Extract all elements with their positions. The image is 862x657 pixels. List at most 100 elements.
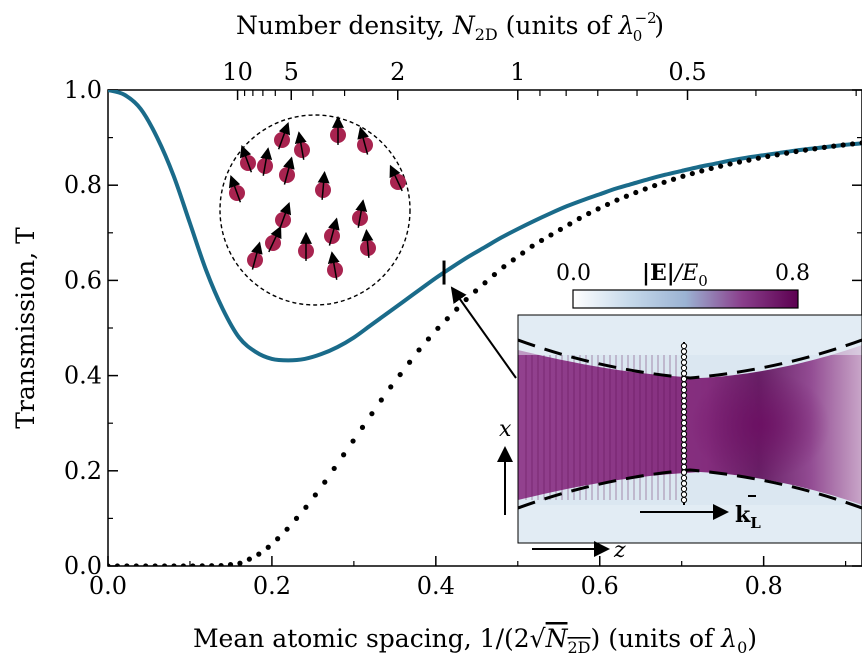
dotted-series-point xyxy=(501,264,507,270)
dotted-series-point xyxy=(821,144,827,150)
dotted-series-point xyxy=(576,215,582,222)
dotted-series-point xyxy=(378,397,384,403)
dotted-series-point xyxy=(331,465,337,472)
dotted-series-point xyxy=(595,206,601,212)
y-tick-label: 1.0 xyxy=(64,76,102,104)
dotted-series-point xyxy=(718,163,724,169)
atom-dipole xyxy=(294,131,310,160)
x-tick-label: 0.6 xyxy=(581,572,619,600)
dotted-series-point xyxy=(388,384,394,390)
column-atom xyxy=(680,364,688,372)
atom-sketch xyxy=(219,114,411,306)
dotted-series-point xyxy=(199,563,205,566)
dotted-series-point xyxy=(133,563,139,566)
x-tick-label: 0.2 xyxy=(253,572,291,600)
dotted-series-point xyxy=(425,336,432,342)
colorbar-min: 0.0 xyxy=(556,261,591,286)
dotted-series-point xyxy=(322,479,328,485)
column-atom xyxy=(680,353,688,361)
atom-dipole xyxy=(247,241,263,270)
dotted-series-point xyxy=(359,424,366,430)
k-subscript: L xyxy=(750,514,761,532)
dotted-series-point xyxy=(802,147,809,153)
inset-z-label: z xyxy=(613,538,626,563)
dotted-series-point xyxy=(557,226,564,233)
column-atom xyxy=(680,452,688,460)
dotted-series-point xyxy=(510,257,516,263)
beam-waist-bottom xyxy=(518,468,862,510)
atom-dipole xyxy=(257,147,273,176)
column-atom xyxy=(680,414,688,421)
atom-dipole xyxy=(265,225,282,253)
dotted-series-point xyxy=(840,142,846,148)
dotted-series-point xyxy=(661,179,667,185)
column-atom xyxy=(680,485,688,493)
colorbar-max: 0.8 xyxy=(775,261,810,286)
column-atom xyxy=(680,397,688,405)
colorbar-label: |E|/E0 xyxy=(642,260,708,290)
dotted-series-point xyxy=(746,157,752,163)
dotted-series-point xyxy=(256,551,262,557)
series-line-dotted xyxy=(108,140,862,566)
column-atom xyxy=(680,430,688,438)
dotted-series-point xyxy=(567,221,573,227)
dotted-series-point xyxy=(303,504,309,510)
k-label: k xyxy=(735,502,751,528)
dotted-series-point xyxy=(124,563,130,566)
dotted-series-point xyxy=(209,563,215,566)
column-atom xyxy=(680,480,688,487)
x-tick-label: 0.0 xyxy=(89,572,127,600)
atom-dipole xyxy=(360,228,376,258)
atom-dipole xyxy=(324,217,340,246)
dotted-series-point xyxy=(463,296,469,303)
y-axis-ticks: 0.0 0.2 0.4 0.6 0.8 1.0 xyxy=(64,76,862,580)
column-atom xyxy=(680,403,688,410)
dotted-series-point xyxy=(218,562,224,566)
dotted-series-point xyxy=(680,173,686,179)
dotted-series-point xyxy=(849,141,856,147)
dotted-series-point xyxy=(180,563,186,566)
column-atom xyxy=(680,441,688,449)
dotted-series-point xyxy=(416,347,422,353)
column-atom xyxy=(680,392,688,399)
top-tick-label: 1 xyxy=(510,58,525,86)
column-atom xyxy=(680,408,688,416)
dotted-series-point xyxy=(642,186,648,192)
dotted-series-point xyxy=(755,155,761,161)
beam-waist-top xyxy=(518,338,862,380)
dotted-series-point xyxy=(161,563,168,566)
top-tick-label: 2 xyxy=(390,58,405,86)
top-axis-ticks: 10 5 2 1 0.5 xyxy=(222,58,857,100)
top-tick-label: 0.5 xyxy=(668,58,706,86)
series-line-solid xyxy=(108,90,862,363)
y-axis-title: Transmission, T xyxy=(11,227,40,429)
dotted-series-point xyxy=(444,316,450,322)
dotted-series-point xyxy=(312,492,318,498)
dotted-series-point xyxy=(108,563,111,566)
atom-dipole xyxy=(228,175,245,203)
column-atom xyxy=(680,425,688,432)
column-atom xyxy=(680,386,688,394)
dotted-series-point xyxy=(736,159,743,165)
dotted-series-point xyxy=(284,526,290,532)
atom-dipole xyxy=(298,231,314,261)
dotted-series-point xyxy=(520,250,526,256)
y-tick-label: 0.2 xyxy=(64,457,102,485)
atom-dipole xyxy=(389,164,406,192)
dotted-series-point xyxy=(293,515,300,522)
x-axis-ticks: 0.0 0.2 0.4 0.6 0.8 xyxy=(89,556,847,600)
svg-text:kL: kL xyxy=(735,502,761,532)
dotted-series-point xyxy=(454,306,460,312)
dotted-series-point xyxy=(435,325,441,331)
dotted-series-point xyxy=(237,560,243,566)
y-tick-label: 0.0 xyxy=(64,552,102,580)
column-atom xyxy=(680,381,688,388)
dotted-series-point xyxy=(670,176,677,182)
column-atom xyxy=(680,342,688,350)
dotted-series-point xyxy=(472,288,479,294)
dotted-series-point xyxy=(727,161,733,167)
dotted-series-point xyxy=(774,152,780,158)
dotted-series-point xyxy=(699,168,705,174)
column-atom xyxy=(680,419,688,427)
